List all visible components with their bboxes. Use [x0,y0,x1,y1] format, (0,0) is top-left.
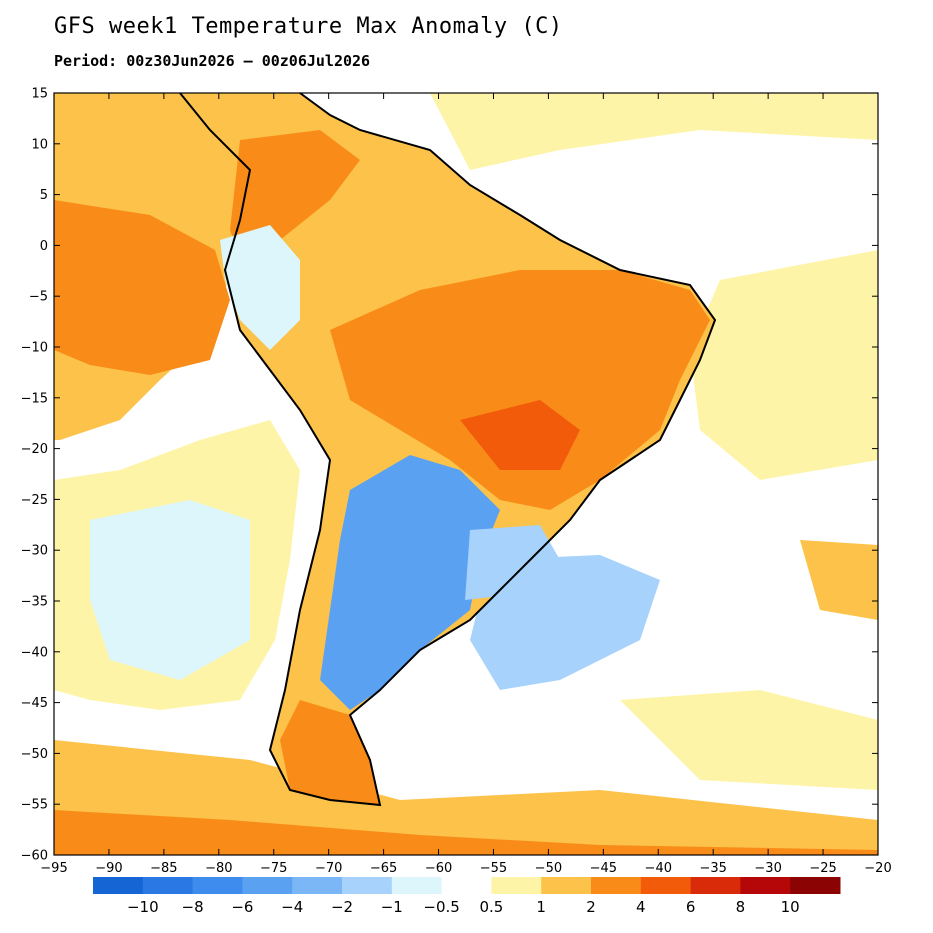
lat-tick-label: −30 [21,544,48,559]
colorbar: −10 −8 −6 −4 −2 −1 −0.5 0.5 1 2 4 6 8 10 [93,877,841,916]
colorbar-segment [541,877,592,894]
lon-tick-label: −35 [699,861,726,876]
colorbar-segment [192,877,243,894]
lon-tick-label: −55 [480,861,507,876]
lon-tick-label: −95 [40,861,67,876]
lat-tick-label: −20 [21,442,48,457]
uruguay-cold-region [465,525,560,600]
lon-tick-label: −45 [590,861,617,876]
lat-tick-label: −50 [21,747,48,762]
colorbar-label: 1 [536,898,546,916]
lon-tick-label: −40 [645,861,672,876]
pacific-neutral-region [90,500,250,680]
colorbar-segment [591,877,642,894]
lat-tick-label: −55 [21,798,48,813]
lat-tick-label: −35 [21,595,48,610]
colorbar-segment [391,877,443,894]
lon-tick-label: −50 [535,861,562,876]
colorbar-segment [790,877,841,894]
coastline [179,92,717,807]
lat-tick-label: 0 [40,239,48,254]
colorbar-segment [142,877,194,894]
argentina-cold-region [320,455,500,710]
lon-tick-label: −75 [260,861,287,876]
ecuador-cool-region [220,225,300,350]
colorbar-segment [441,877,492,894]
latitude-axis: 15 10 5 0 −5 −10 −15 −20 −25 −30 −35 −40 −45 −50 −55 −6… [21,87,878,864]
atlantic-warm-north [430,93,878,170]
lon-tick-label: −65 [370,861,397,876]
longitude-axis: −95 −90 −85 −80 −75 −70 −65 −60 −55 −50 −45 −40 −35 −… [40,93,892,876]
atlantic-warm-east [690,250,878,480]
brazil-hot-region [330,270,710,510]
colorbar-segment [640,877,692,894]
colorbar-label: −8 [182,898,204,916]
lat-tick-label: −15 [21,391,48,406]
map-subtitle: Period: 00z30Jun2026 – 00z06Jul2026 [54,52,371,70]
colorbar-label: −1 [381,898,403,916]
lon-tick-label: −85 [150,861,177,876]
colorbar-label: 2 [586,898,596,916]
colorbar-label: 10 [781,898,800,916]
lon-tick-label: −70 [315,861,342,876]
lon-tick-label: −20 [864,861,891,876]
lat-tick-label: −60 [21,849,48,864]
colorbar-label: 4 [636,898,646,916]
colorbar-segment [342,877,393,894]
pacific-hot-region [54,200,230,375]
lon-tick-label: −90 [95,861,122,876]
colorbar-label: 8 [736,898,746,916]
atlantic-warm-patch [800,540,878,620]
southern-ocean-hot [54,810,878,855]
plot-frame [53,92,879,856]
colorbar-segment [491,877,542,894]
colorbar-segment [740,877,791,894]
lat-tick-label: −25 [21,493,48,508]
lon-tick-label: −30 [754,861,781,876]
colorbar-label: −4 [281,898,303,916]
colorbar-segment [690,877,741,894]
colorbar-label: 6 [686,898,696,916]
lat-tick-label: −40 [21,645,48,660]
lon-tick-label: −80 [205,861,232,876]
colorbar-label: −0.5 [423,898,459,916]
lat-tick-label: 10 [31,137,48,152]
atlantic-warm-south [620,690,878,790]
lat-tick-label: −10 [21,341,48,356]
colorbar-label: −2 [331,898,353,916]
colorbar-segment [93,877,144,894]
lat-tick-label: −45 [21,696,48,711]
colorbar-label: 0.5 [479,898,503,916]
lat-tick-label: −5 [29,290,48,305]
colorbar-segment [292,877,343,894]
brazil-hottest-region [460,400,580,470]
colorbar-label: −6 [231,898,253,916]
lon-tick-label: −25 [809,861,836,876]
colorbar-label: −10 [127,898,159,916]
map-title: GFS week1 Temperature Max Anomaly (C) [54,14,563,39]
colorbar-segment [242,877,293,894]
lat-tick-label: 15 [31,87,48,102]
lon-tick-label: −60 [425,861,452,876]
lat-tick-label: 5 [40,188,48,203]
